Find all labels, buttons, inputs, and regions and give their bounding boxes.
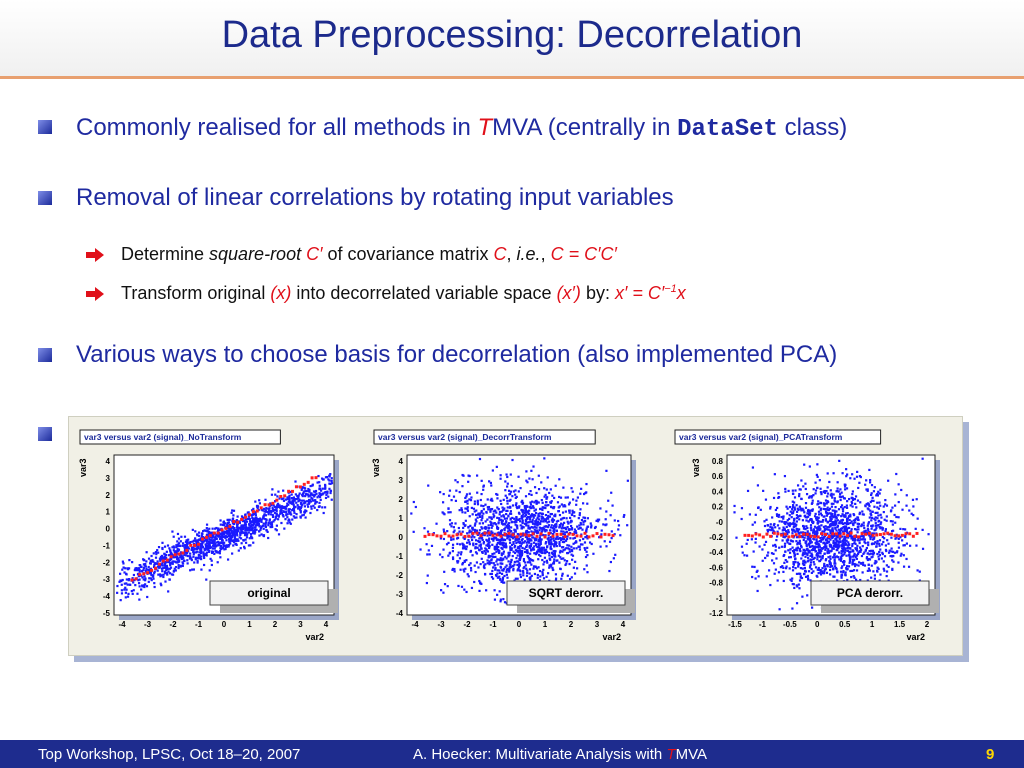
y-tick-label: 2: [399, 495, 404, 504]
subbullet-1: Determine square-root C′ of covariance m…: [121, 244, 617, 264]
tmva-t-letter: T: [477, 114, 493, 141]
y-tick-label: 4: [399, 457, 404, 466]
plot-title: var3 versus var2 (signal)_PCATransform: [679, 432, 843, 442]
y-tick-label: -4: [103, 592, 111, 601]
x-tick-label: -3: [437, 620, 445, 629]
decorrelation-figure: -4 -3 -2 -1 0 1 2 3 4 4 3 2 1 0 -1 -2 -3 -4 -5 var2 var3 var3…: [68, 416, 963, 656]
slide-title: Data Preprocessing: Decorrelation: [221, 14, 803, 56]
x-tick-label: 1: [870, 620, 875, 629]
y-tick-label: 2: [106, 491, 111, 500]
x-tick-label: 4: [621, 620, 626, 629]
y-tick-label: 3: [106, 474, 111, 483]
bullet-item-1: Commonly realised for all methods in TMV…: [76, 114, 848, 143]
y-tick-label: -0.8: [709, 579, 723, 588]
x-tick-label: -4: [118, 620, 126, 629]
x-tick-label: 0: [815, 620, 820, 629]
profile-markers: [423, 531, 615, 539]
x-tick-label: 0: [222, 620, 227, 629]
label-box: [506, 580, 626, 606]
x-tick-label: 0: [517, 620, 522, 629]
x-tick-label: 2: [925, 620, 930, 629]
y-tick-label: 0.8: [712, 457, 724, 466]
y-axis-label: var3: [691, 458, 701, 477]
x-tick-label: 1: [543, 620, 548, 629]
x-tick-label: 2: [273, 620, 278, 629]
y-tick-label: -5: [103, 609, 111, 618]
y-axis-label: var3: [78, 458, 88, 477]
y-tick-label: -1: [396, 552, 404, 561]
y-tick-label: 0: [106, 525, 111, 534]
footer-author: A. Hoecker: Multivariate Analysis with T…: [413, 746, 708, 763]
slide-footer: Top Workshop, LPSC, Oct 18–20, 2007 A. H…: [0, 740, 1024, 768]
x-axis-label: var2: [602, 632, 621, 642]
bullet-item-2: Removal of linear correlations by rotati…: [76, 184, 674, 211]
bullet-item-3: Various ways to choose basis for decorre…: [76, 341, 838, 368]
x-tick-label: -1: [195, 620, 203, 629]
x-tick-label: -4: [411, 620, 419, 629]
slide-header: Data Preprocessing: Decorrelation: [0, 0, 1024, 79]
dataset-class-name: DataSet: [677, 116, 778, 143]
profile-markers: [743, 531, 919, 539]
page-number: 9: [986, 746, 995, 763]
x-tick-label: 0.5: [839, 620, 851, 629]
bullet-square-icon: [38, 348, 52, 362]
y-tick-label: 1: [399, 514, 404, 523]
y-tick-label: -0.2: [709, 533, 723, 542]
y-tick-label: -0.6: [709, 563, 723, 572]
x-tick-label: -3: [144, 620, 152, 629]
arrow-bullet-icon: [86, 248, 104, 262]
y-tick-label: -2: [396, 571, 404, 580]
y-tick-label: 4: [106, 457, 111, 466]
arrow-bullet-icon: [86, 287, 104, 301]
bullet-square-icon: [38, 120, 52, 134]
y-tick-label: 0.4: [712, 487, 724, 496]
y-tick-label: 0.2: [712, 503, 724, 512]
y-tick-label: 0.6: [712, 472, 724, 481]
bullet-square-icon: [38, 191, 52, 205]
x-tick-label: 1: [247, 620, 252, 629]
y-tick-label: 3: [399, 476, 404, 485]
x-tick-label: -2: [169, 620, 177, 629]
x-tick-label: -1: [759, 620, 767, 629]
x-tick-label: -0.5: [783, 620, 797, 629]
y-tick-label: 1: [106, 508, 111, 517]
y-axis-label: var3: [371, 458, 381, 477]
profile-markers: [130, 476, 318, 582]
y-tick-label: -0: [716, 518, 724, 527]
plot-title-box: [373, 429, 596, 445]
label-box: [209, 580, 329, 606]
scatter-plots-svg: -4 -3 -2 -1 0 1 2 3 4 4 3 2 1 0 -1 -2 -3 -4 -5 var2 var3 var3…: [78, 429, 940, 642]
x-tick-label: 3: [595, 620, 600, 629]
panel-label: PCA derorr.: [837, 586, 903, 600]
x-tick-label: 2: [569, 620, 574, 629]
x-tick-label: 4: [324, 620, 329, 629]
plot-title: var3 versus var2 (signal)_NoTransform: [84, 432, 242, 442]
panel-label: original: [247, 586, 290, 600]
label-box: [810, 580, 930, 606]
x-tick-label: 3: [298, 620, 303, 629]
plot-title: var3 versus var2 (signal)_DecorrTransfor…: [378, 432, 552, 442]
x-tick-label: -2: [463, 620, 471, 629]
y-tick-label: -3: [103, 575, 111, 584]
y-tick-label: -2: [103, 558, 111, 567]
x-axis-label: var2: [305, 632, 324, 642]
plot-title-box: [674, 429, 882, 445]
y-tick-label: 0: [399, 533, 404, 542]
panel-label: SQRT derorr.: [529, 586, 604, 600]
y-tick-label: -4: [396, 609, 404, 618]
y-tick-label: -1: [103, 541, 111, 550]
x-axis-label: var2: [906, 632, 925, 642]
x-tick-label: 1.5: [894, 620, 906, 629]
y-tick-label: -0.4: [709, 548, 723, 557]
y-tick-label: -1: [716, 594, 724, 603]
footer-event: Top Workshop, LPSC, Oct 18–20, 2007: [38, 746, 301, 763]
x-tick-label: -1.5: [728, 620, 742, 629]
x-tick-label: -1: [489, 620, 497, 629]
bullet-square-icon: [38, 427, 52, 441]
plot-title-box: [79, 429, 281, 445]
subbullet-2: Transform original (x) into decorrelated…: [121, 283, 686, 303]
y-tick-label: -3: [396, 590, 404, 599]
y-tick-label: -1.2: [709, 609, 723, 618]
